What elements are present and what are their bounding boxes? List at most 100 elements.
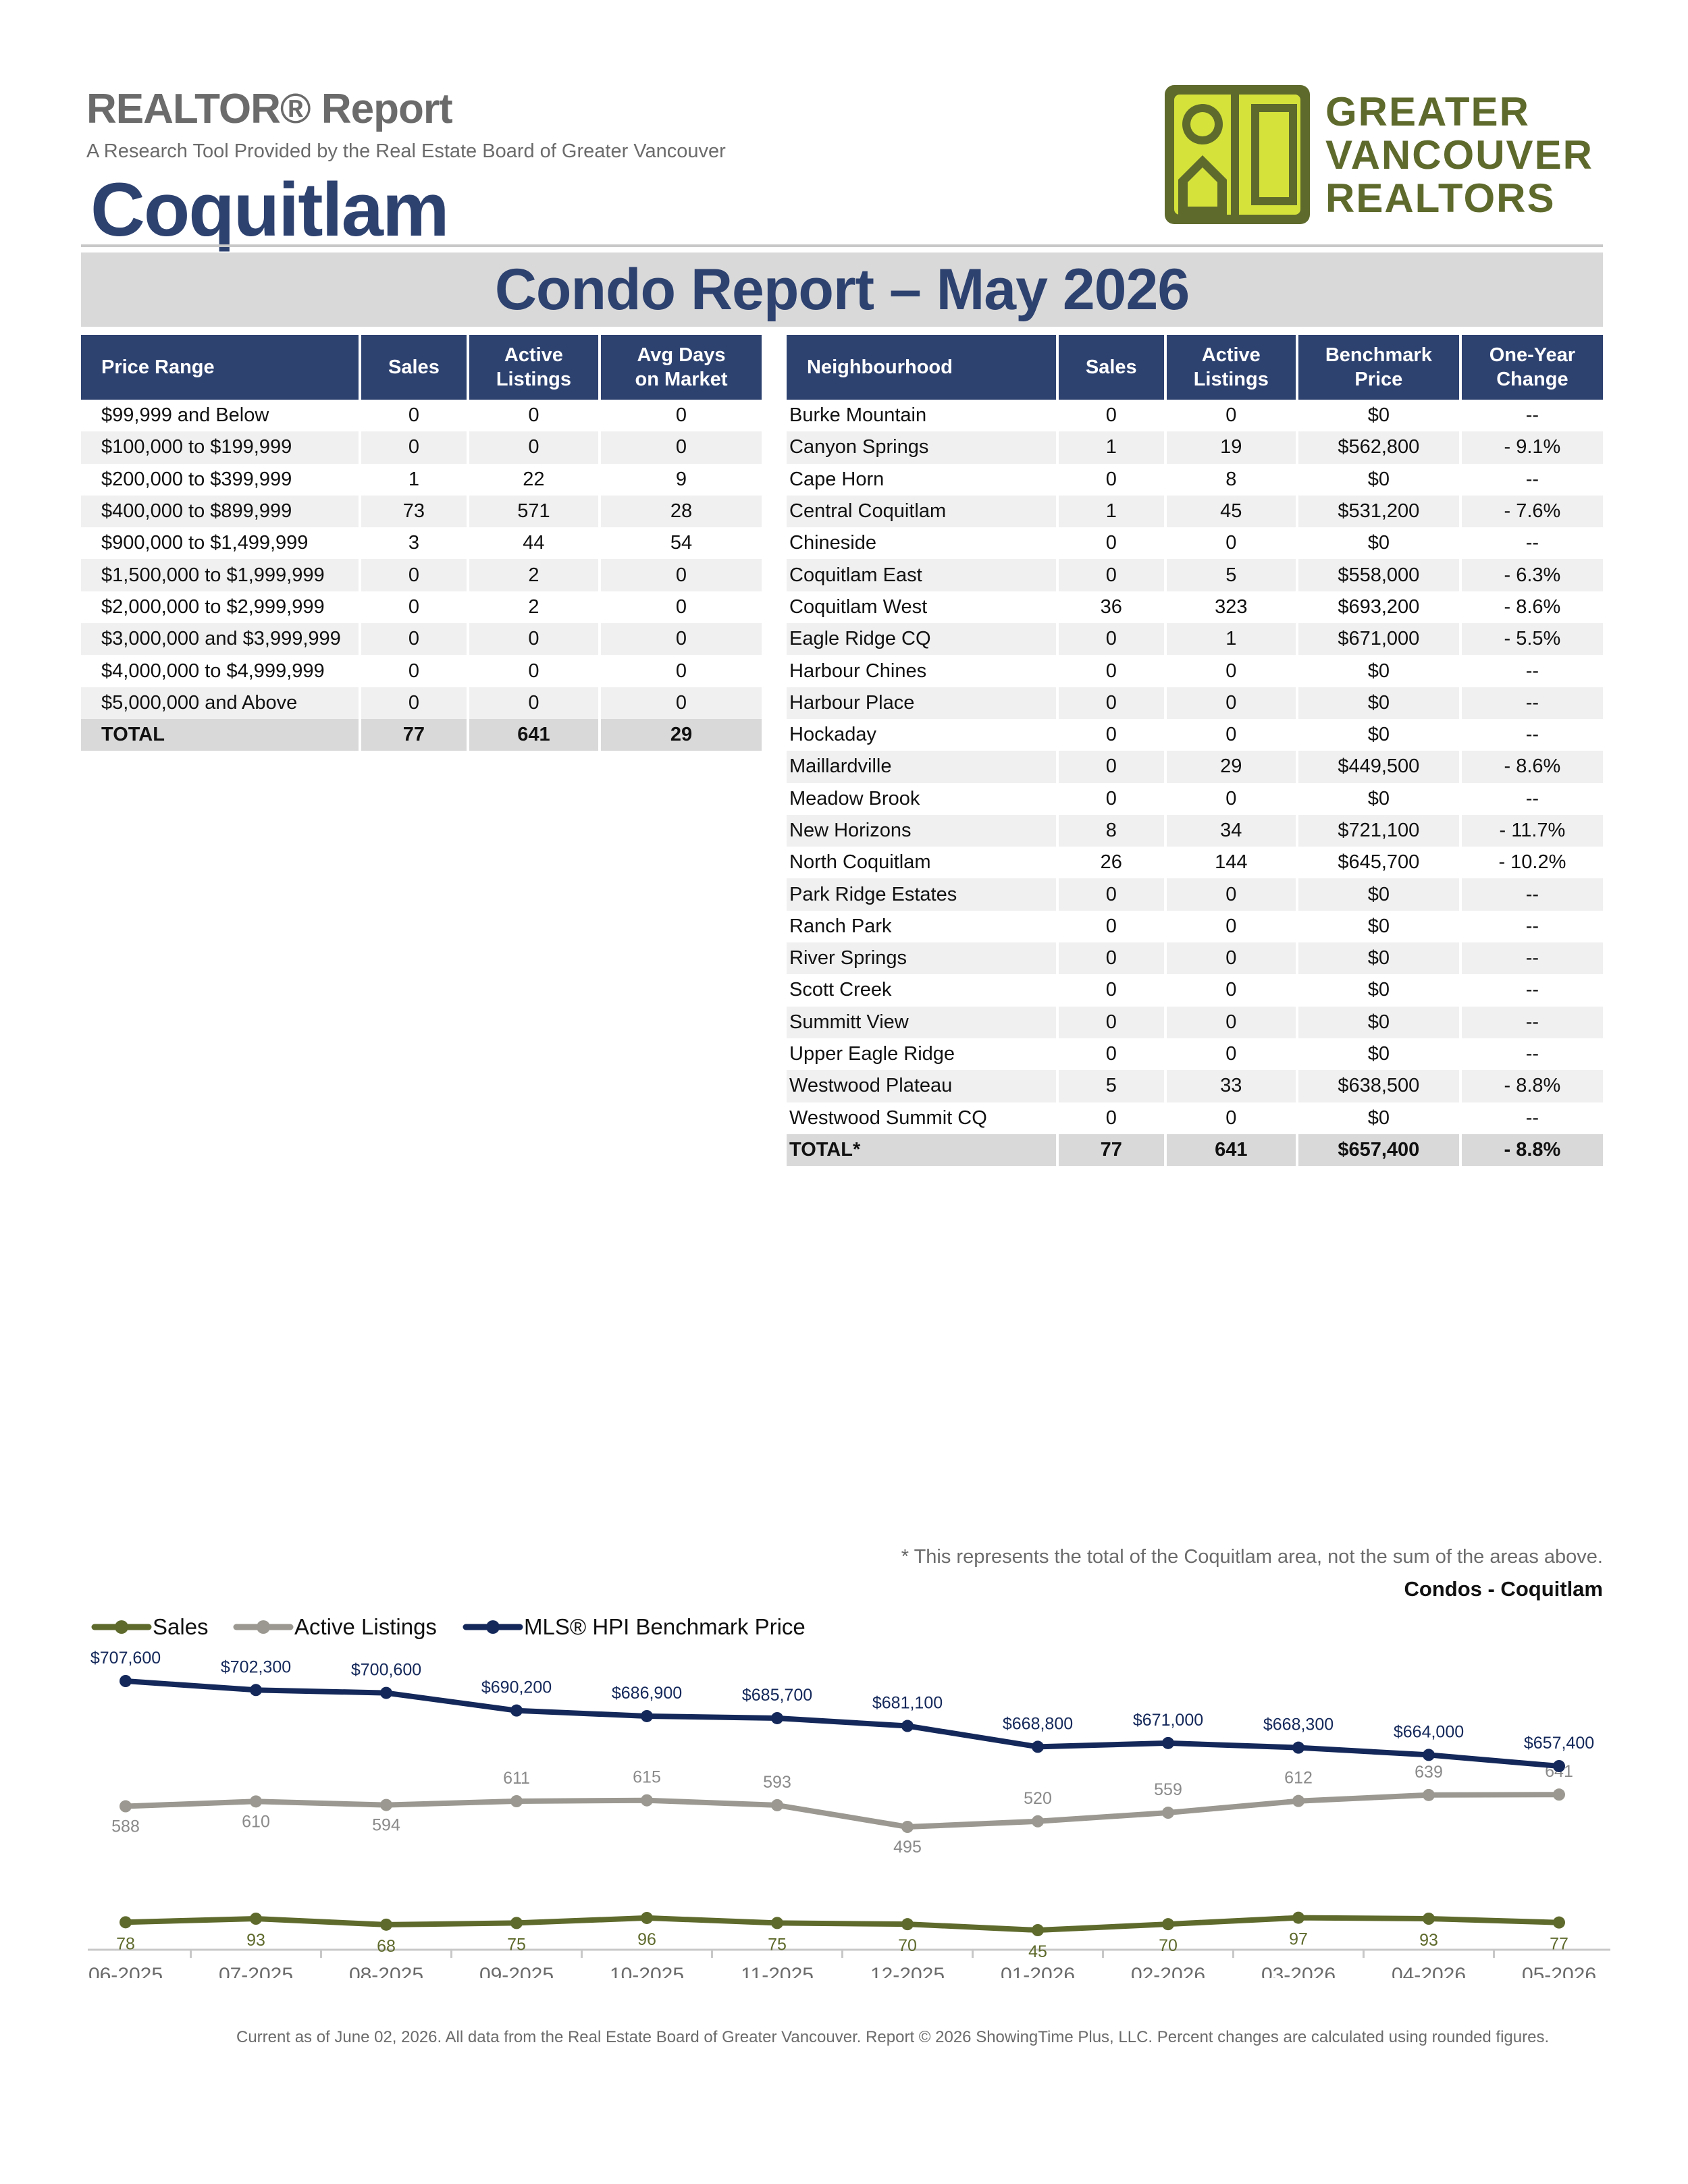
table-cell: $0 bbox=[1298, 687, 1462, 719]
x-tick-label: 05-2026 bbox=[1522, 1964, 1596, 1978]
table-cell: - 5.5% bbox=[1461, 623, 1603, 656]
table-cell: Central Coquitlam bbox=[787, 495, 1059, 528]
table-cell: - 8.6% bbox=[1461, 751, 1603, 783]
series-line-2 bbox=[123, 1678, 1562, 1769]
table-row: $4,000,000 to $4,999,999 0 0 0 bbox=[81, 655, 762, 687]
table-cell: 0 bbox=[1059, 527, 1167, 560]
table-row: $3,000,000 and $3,999,999 0 0 0 bbox=[81, 623, 762, 656]
series-0-point bbox=[250, 1913, 262, 1925]
table-cell: $0 bbox=[1298, 974, 1462, 1007]
table-cell: 571 bbox=[469, 495, 601, 528]
table-header-row: Price Range Sales Active Listings Avg Days … bbox=[81, 335, 762, 400]
table-row: $2,000,000 to $2,999,999 0 2 0 bbox=[81, 591, 762, 624]
table-cell: 323 bbox=[1167, 591, 1298, 624]
table-cell: $99,999 and Below bbox=[81, 400, 362, 432]
table-row: Ranch Park 0 0 $0 -- bbox=[787, 910, 1603, 943]
table-cell: -- bbox=[1525, 1107, 1539, 1129]
table-row: $900,000 to $1,499,999 3 44 54 bbox=[81, 527, 762, 560]
table-cell: - 10.2% bbox=[1498, 851, 1566, 874]
table-cell: 0 bbox=[361, 687, 469, 719]
series-2-point bbox=[120, 1675, 132, 1687]
table-row: North Coquitlam 26 144 $645,700 - 10.2% bbox=[787, 847, 1603, 879]
series-0-point bbox=[380, 1918, 392, 1931]
neighbourhood-table: Neighbourhood Sales Active Listings Benchma… bbox=[787, 335, 1603, 1167]
series-1-data-label: 559 bbox=[1154, 1780, 1182, 1799]
table-row: $1,500,000 to $1,999,999 0 2 0 bbox=[81, 559, 762, 591]
legend-marker-1 bbox=[257, 1620, 270, 1634]
table-cell: $721,100 bbox=[1298, 814, 1462, 847]
trend-chart: Sales Active Listings MLS® HPI Benchmark P… bbox=[88, 1614, 1610, 1978]
series-0-data-label: 70 bbox=[1159, 1936, 1178, 1955]
x-tick-label: 03-2026 bbox=[1261, 1964, 1336, 1978]
series-1-data-label: 594 bbox=[372, 1816, 400, 1835]
table-row: $100,000 to $199,999 0 0 0 bbox=[81, 431, 762, 464]
series-0-point bbox=[1032, 1924, 1044, 1936]
table-cell: $2,000,000 to $2,999,999 bbox=[81, 591, 362, 624]
series-0-point bbox=[1553, 1916, 1565, 1929]
series-2-point bbox=[641, 1709, 653, 1722]
table-cell: 0 bbox=[469, 623, 601, 656]
table-total-row: TOTAL* 77 641 $657,400- 8.8% bbox=[787, 1134, 1603, 1167]
table-cell: $100,000 to $199,999 bbox=[81, 431, 362, 464]
table-row: Chineside 0 0 $0 -- bbox=[787, 527, 1603, 560]
table-row: Burke Mountain 0 0 $0 -- bbox=[787, 400, 1603, 432]
series-1-point bbox=[1162, 1807, 1174, 1819]
table-cell: $0 bbox=[1298, 1006, 1462, 1038]
table-cell: -- bbox=[1525, 532, 1539, 554]
table-cell: 0 bbox=[1059, 1102, 1167, 1134]
table-cell: $400,000 to $899,999 bbox=[81, 495, 362, 528]
table-cell: Scott Creek bbox=[787, 974, 1059, 1007]
table-cell: $671,000 bbox=[1298, 623, 1462, 656]
report-banner: Condo Report – May 2026 bbox=[81, 252, 1603, 327]
table-cell: $693,200 bbox=[1298, 591, 1462, 624]
total-cell: 641 bbox=[469, 718, 601, 751]
total-cell: TOTAL bbox=[81, 718, 362, 751]
table-cell: 0 bbox=[1059, 782, 1167, 815]
table-cell: Hockaday bbox=[787, 718, 1059, 751]
series-0-data-label: 45 bbox=[1028, 1942, 1047, 1961]
series-0-point bbox=[1292, 1911, 1304, 1924]
logo-line-3: REALTORS bbox=[1325, 176, 1556, 221]
series-1-point bbox=[771, 1799, 783, 1811]
table-cell: -- bbox=[1525, 660, 1539, 682]
table-cell: $0 bbox=[1298, 782, 1462, 815]
table-cell: $558,000 bbox=[1298, 559, 1462, 591]
table-cell: -- bbox=[1461, 942, 1603, 975]
series-2-data-label: $668,800 bbox=[1003, 1714, 1073, 1733]
series-2-point bbox=[771, 1711, 783, 1724]
table-cell: 26 bbox=[1059, 847, 1167, 879]
table-cell: -- bbox=[1461, 878, 1603, 911]
series-1-point bbox=[1292, 1794, 1304, 1807]
series-0-point bbox=[641, 1911, 653, 1924]
table-cell: -- bbox=[1525, 787, 1539, 809]
table-cell: Canyon Springs bbox=[787, 431, 1059, 464]
x-tick-label: 01-2026 bbox=[1001, 1964, 1075, 1978]
table-cell: 1 bbox=[1166, 623, 1298, 656]
series-2-data-label: $707,600 bbox=[90, 1649, 161, 1668]
legend-label-0: Sales bbox=[153, 1614, 209, 1639]
table-cell: 1 bbox=[1058, 495, 1167, 528]
series-2-point bbox=[1292, 1741, 1304, 1754]
table-cell: 0 bbox=[1059, 974, 1167, 1007]
table-cell: 0 bbox=[1167, 718, 1298, 751]
table-row: Canyon Springs 1 19 $562,800- 9.1% bbox=[787, 431, 1603, 464]
total-cell: - 8.8% bbox=[1461, 1134, 1603, 1167]
table-cell: $449,500 bbox=[1298, 751, 1462, 783]
series-0-point bbox=[1423, 1913, 1435, 1925]
price-header-2: Active Listings bbox=[469, 335, 601, 400]
series-0-point bbox=[510, 1917, 523, 1929]
table-cell: 0 bbox=[1167, 974, 1298, 1007]
table-cell: 0 bbox=[1058, 559, 1167, 591]
series-1-data-label: 612 bbox=[1284, 1769, 1313, 1788]
table-cell: 144 bbox=[1167, 847, 1298, 879]
table-cell: $1,500,000 to $1,999,999 bbox=[81, 559, 362, 591]
x-tick-label: 02-2026 bbox=[1131, 1964, 1205, 1978]
table-cell: 0 bbox=[361, 431, 469, 464]
table-cell: $0 bbox=[1298, 1102, 1462, 1134]
series-2-point bbox=[901, 1720, 914, 1732]
table-cell: -- bbox=[1525, 979, 1539, 1001]
series-1-data-label: 593 bbox=[763, 1773, 791, 1792]
nbh-header-2: Active Listings bbox=[1166, 335, 1298, 400]
table-cell: -- bbox=[1525, 724, 1539, 746]
table-cell: 0 bbox=[1058, 623, 1167, 656]
